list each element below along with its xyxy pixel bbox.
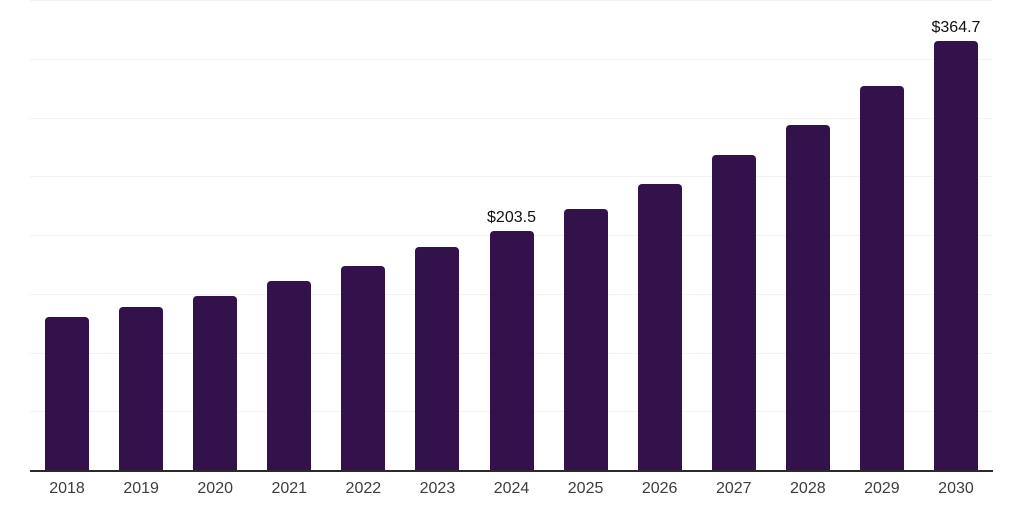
gridline-300 bbox=[30, 117, 993, 119]
bar-slot-2023 bbox=[400, 0, 474, 470]
bar-slot-2020 bbox=[178, 0, 252, 470]
x-tick-label-2029: 2029 bbox=[864, 480, 900, 497]
bar-2019 bbox=[119, 306, 164, 470]
gridline-350 bbox=[30, 58, 993, 60]
x-tick-label-2027: 2027 bbox=[715, 480, 752, 497]
x-tick-label-2024: 2024 bbox=[493, 480, 530, 497]
x-tick-label-2019: 2019 bbox=[123, 480, 159, 497]
bar-2021 bbox=[267, 281, 312, 470]
bar-2030 bbox=[933, 41, 978, 470]
data-label-2030: $364.7 bbox=[931, 19, 981, 37]
bar-slot-2024: $203.5 bbox=[474, 0, 548, 470]
data-label-2024: $203.5 bbox=[487, 208, 536, 226]
bar-2027 bbox=[711, 154, 756, 470]
gridline-250 bbox=[30, 176, 993, 178]
x-tick-label-2023: 2023 bbox=[419, 480, 456, 497]
x-tick-label-2025: 2025 bbox=[567, 480, 604, 497]
bar-slot-2018 bbox=[30, 0, 104, 470]
bar-2020 bbox=[193, 295, 238, 470]
bar-2025 bbox=[563, 209, 608, 470]
bar-2022 bbox=[341, 266, 386, 470]
bar-slot-2029 bbox=[845, 0, 919, 470]
gridline-400 bbox=[30, 0, 993, 1]
plot-area: $203.5 $364.7 bbox=[30, 0, 993, 472]
x-axis-labels: 2018 2019 2020 2021 2022 2023 2024 2025 2026 2027… bbox=[30, 480, 993, 498]
bar-slot-2028 bbox=[771, 0, 845, 470]
x-tick-label-2021: 2021 bbox=[271, 480, 308, 497]
x-tick-label-2018: 2018 bbox=[49, 480, 85, 497]
bar-slot-2027 bbox=[697, 0, 771, 470]
bar-2024 bbox=[489, 230, 534, 470]
bars-container: $203.5 $364.7 bbox=[30, 0, 993, 470]
x-tick-label-2022: 2022 bbox=[345, 480, 382, 497]
bar-slot-2030: $364.7 bbox=[919, 0, 993, 470]
bar-slot-2022 bbox=[326, 0, 400, 470]
bar-2029 bbox=[859, 85, 904, 470]
bar-2026 bbox=[637, 184, 682, 470]
bar-slot-2026 bbox=[623, 0, 697, 470]
bar-2023 bbox=[415, 247, 460, 470]
bar-2028 bbox=[785, 124, 830, 470]
bar-slot-2021 bbox=[252, 0, 326, 470]
bar-2018 bbox=[45, 317, 90, 470]
bar-slot-2025 bbox=[549, 0, 623, 470]
x-tick-label-2020: 2020 bbox=[197, 480, 233, 497]
bar-slot-2019 bbox=[104, 0, 178, 470]
x-tick-label-2028: 2028 bbox=[790, 480, 826, 497]
x-tick-label-2030: 2030 bbox=[938, 480, 974, 497]
x-tick-label-2026: 2026 bbox=[641, 480, 678, 497]
